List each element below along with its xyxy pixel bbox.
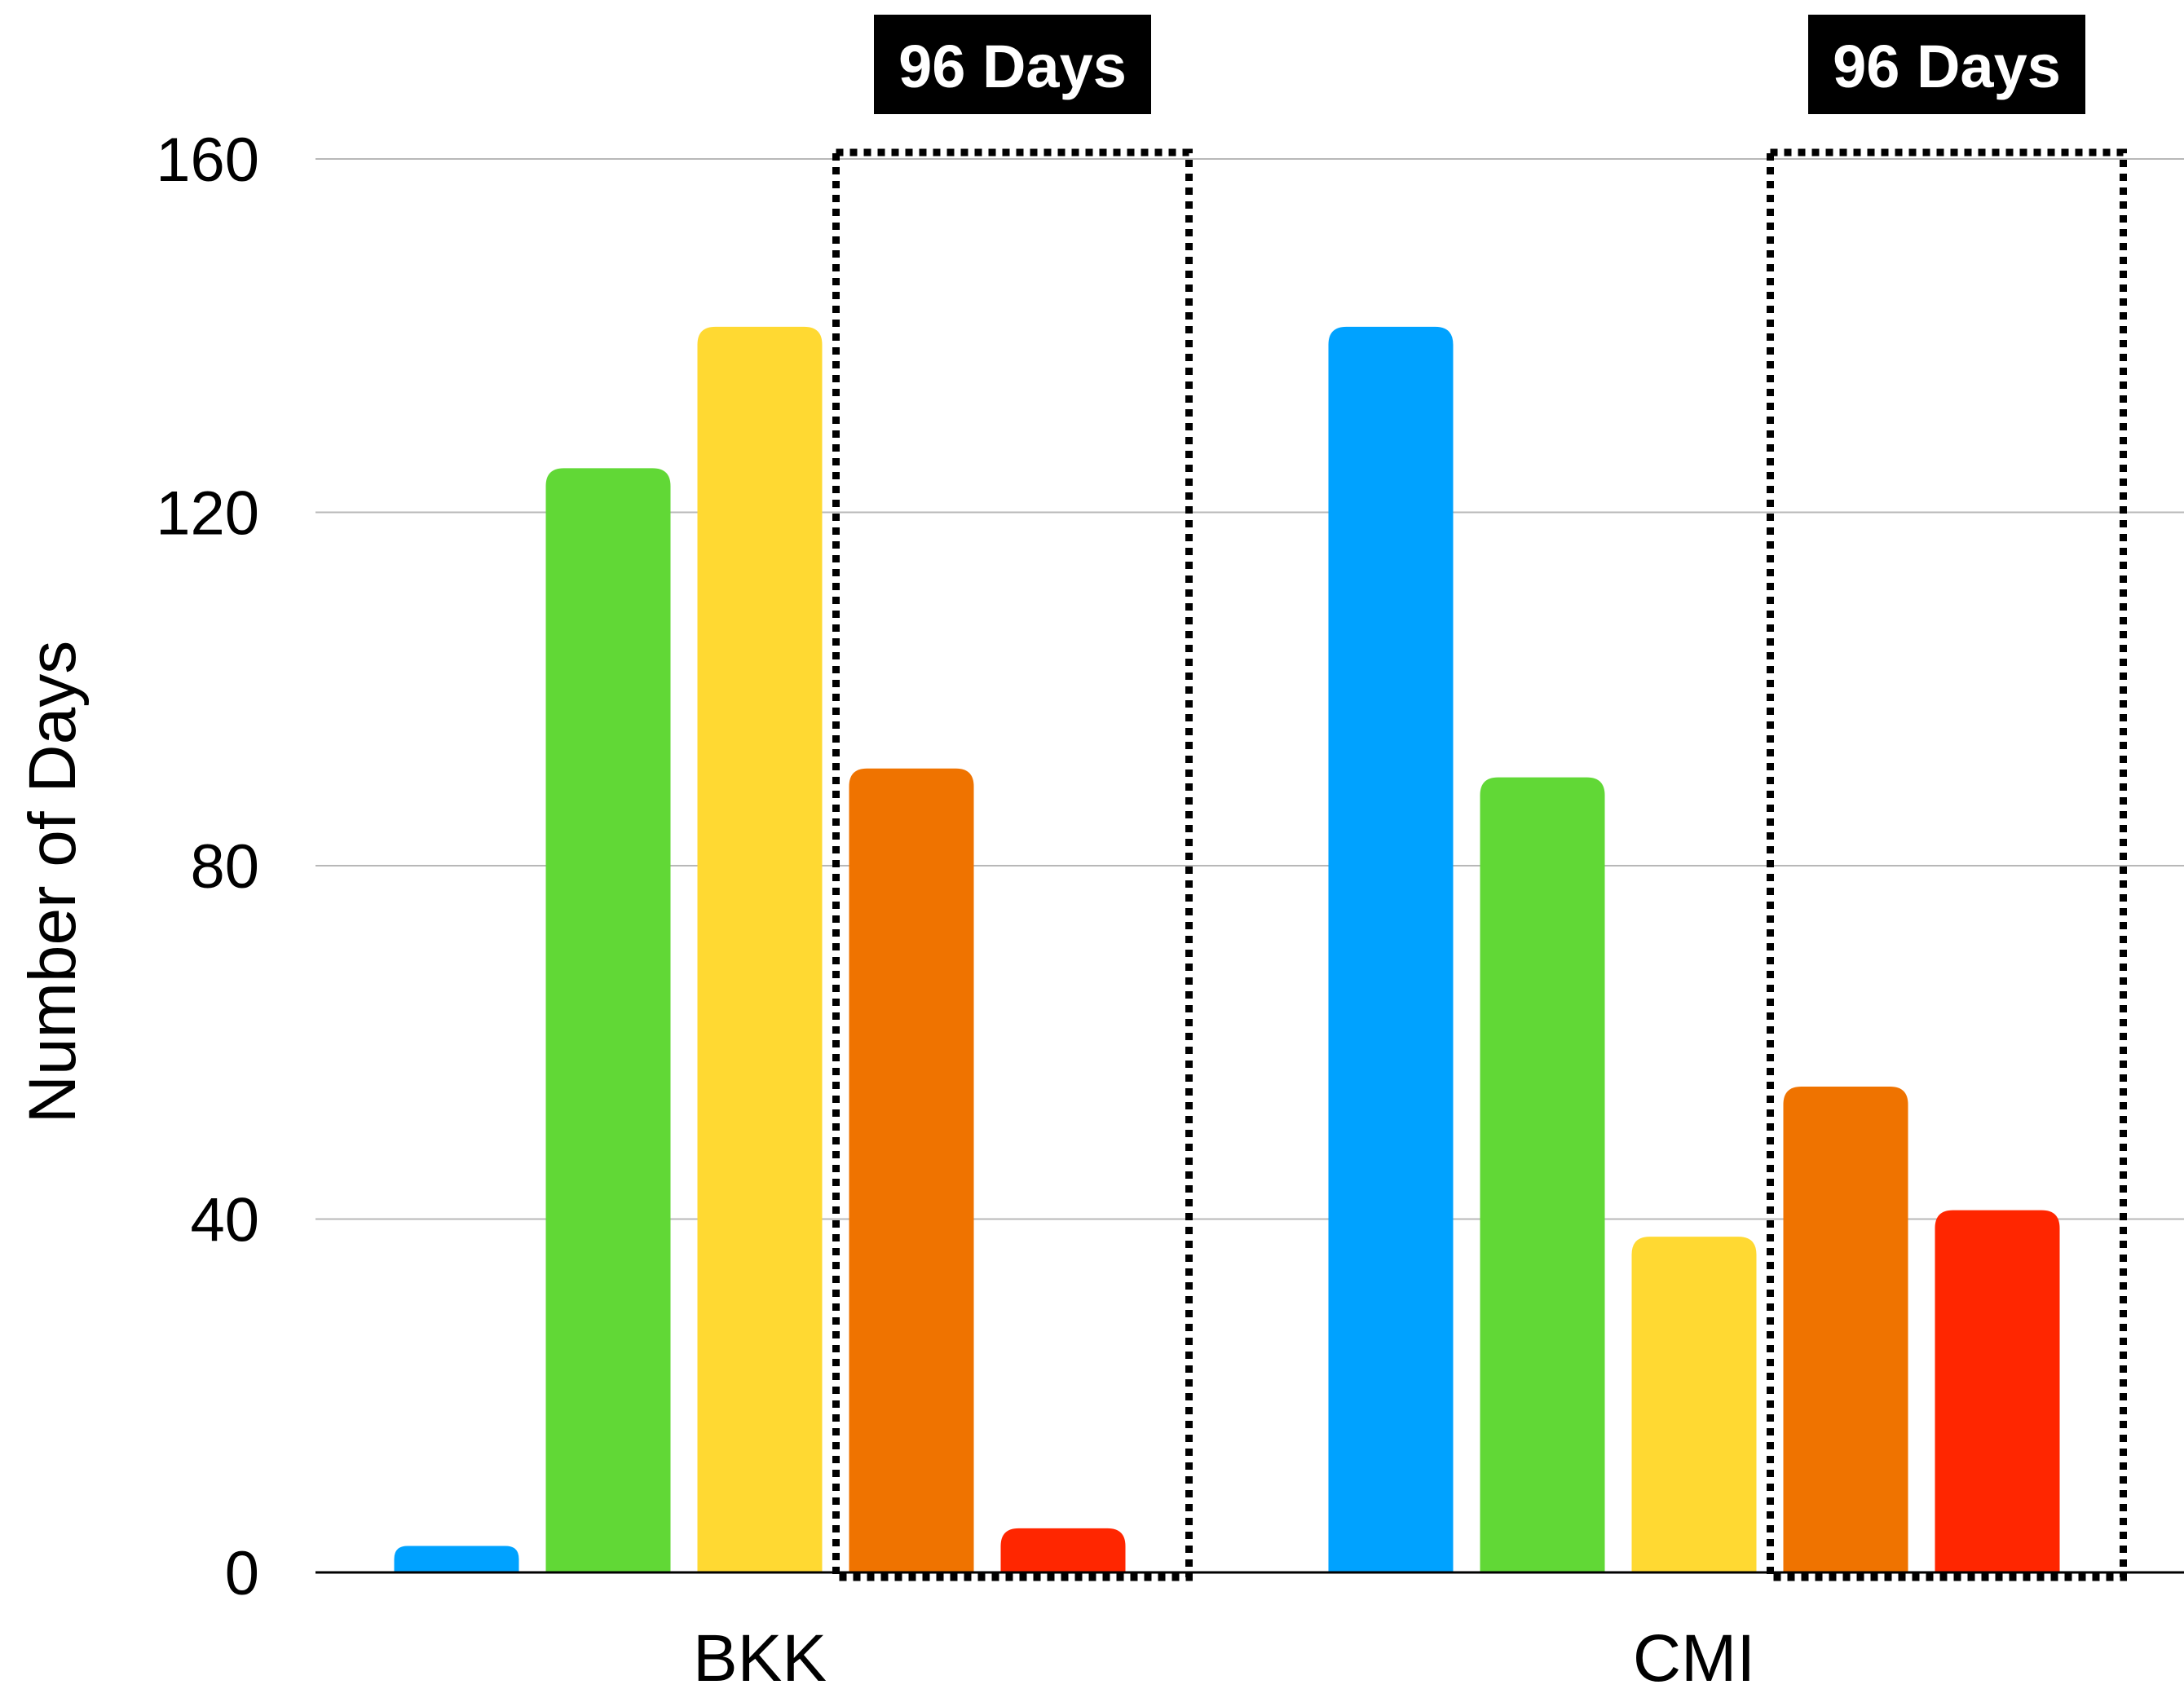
- bar: [1480, 777, 1605, 1572]
- category-label: CMI: [1633, 1621, 1755, 1689]
- bar: [545, 468, 671, 1572]
- bar: [1783, 1086, 1908, 1572]
- bar: [394, 1546, 519, 1572]
- callout-background: [1808, 15, 2085, 114]
- bar: [1000, 1528, 1126, 1572]
- bar: [849, 768, 974, 1572]
- callout-background: [874, 15, 1151, 114]
- bar: [697, 326, 823, 1573]
- bar: [1631, 1237, 1757, 1572]
- y-tick-labels: 0 40 80 120 160: [156, 126, 259, 1608]
- dotted-box: [832, 148, 1193, 1581]
- bars: [394, 326, 2060, 1573]
- callout-label: 96 Days: [1833, 33, 2061, 100]
- annotations: 96 Days 96 Days: [832, 15, 2127, 1581]
- y-tick-label: 40: [190, 1186, 259, 1255]
- bar: [1935, 1210, 2060, 1572]
- category-labels: BKK CMI: [693, 1621, 1755, 1689]
- y-tick-label: 80: [190, 832, 259, 902]
- y-tick-label: 160: [156, 126, 259, 195]
- y-axis-title: Number of Days: [15, 641, 90, 1123]
- y-tick-label: 0: [225, 1539, 259, 1608]
- callout-label: 96 Days: [898, 33, 1127, 100]
- category-label: BKK: [693, 1621, 827, 1689]
- y-tick-label: 120: [156, 479, 259, 549]
- dotted-box: [1767, 148, 2127, 1581]
- bar: [1328, 326, 1454, 1573]
